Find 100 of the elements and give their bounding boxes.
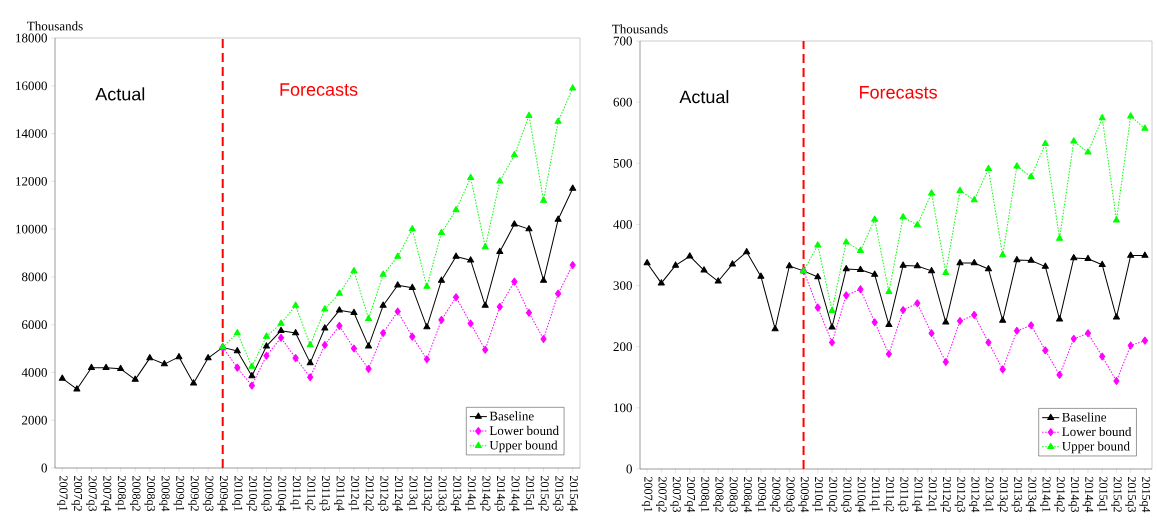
x-tick-label: 2012q3 <box>954 477 966 513</box>
x-tick-label: 2014q3 <box>494 476 506 512</box>
legend-label: Lower bound <box>1062 426 1132 437</box>
x-tick-label: 2007q2 <box>71 476 83 511</box>
x-tick-label: 2009q2 <box>769 477 781 512</box>
x-tick-label: 2008q4 <box>159 476 170 512</box>
legend-label: Lower bound <box>489 425 559 436</box>
annotation: Actual <box>95 87 145 101</box>
x-tick-label: 2012q3 <box>377 476 389 512</box>
x-tick-label: 2009q3 <box>784 477 795 513</box>
legend-label: Upper bound <box>1062 441 1130 454</box>
y-tick-label: 8000 <box>21 272 47 282</box>
x-tick-label: 2011q1 <box>290 476 301 511</box>
legend-label: Baseline <box>489 411 534 421</box>
y-tick-label: 100 <box>614 403 632 413</box>
x-tick-label: 2013q1 <box>983 477 994 512</box>
x-tick-label: 2009q3 <box>202 476 214 512</box>
y-tick-label: 400 <box>613 220 632 229</box>
x-tick-label: 2014q2 <box>479 476 491 511</box>
x-tick-label: 2015q1 <box>1096 477 1108 512</box>
x-tick-label: 2007q2 <box>656 477 667 512</box>
y-tick-label: 6000 <box>22 320 47 330</box>
y-tick-label: 16000 <box>16 81 47 91</box>
x-tick-label: 2010q2 <box>246 476 258 511</box>
y-axis-title: Thousands <box>27 21 83 31</box>
annotation: Actual <box>679 90 729 104</box>
x-tick-label: 2015q3 <box>1125 477 1136 513</box>
y-tick-label: 200 <box>613 342 632 352</box>
y-tick-label: 600 <box>613 97 632 107</box>
x-tick-label: 2010q4 <box>275 476 287 512</box>
x-tick-label: 2007q4 <box>100 476 112 512</box>
x-tick-label: 2007q3 <box>670 477 681 513</box>
legend-label: Upper bound <box>489 440 558 453</box>
y-tick-label: 0 <box>41 463 47 473</box>
x-tick-label: 2008q4 <box>741 477 752 513</box>
x-tick-label: 2010q1 <box>812 477 824 512</box>
y-tick-label: 4000 <box>21 368 47 377</box>
x-tick-label: 2008q2 <box>712 477 724 512</box>
annotation: Forecasts <box>860 86 937 99</box>
y-tick-label: 500 <box>613 158 632 168</box>
x-tick-label: 2010q4 <box>855 477 866 513</box>
x-tick-label: 2007q1 <box>641 477 653 512</box>
x-tick-label: 2009q1 <box>173 476 185 511</box>
x-tick-label: 2011q1 <box>869 477 880 512</box>
x-tick-label: 2011q3 <box>897 477 909 512</box>
x-tick-label: 2012q4 <box>968 477 980 513</box>
x-tick-label: 2015q4 <box>567 476 578 512</box>
x-tick-label: 2013q2 <box>997 477 1008 512</box>
x-tick-label: 2013q4 <box>1025 477 1037 513</box>
x-tick-label: 2014q1 <box>1040 477 1051 512</box>
x-tick-label: 2014q2 <box>1054 477 1065 512</box>
x-tick-label: 2008q1 <box>698 477 710 512</box>
legend-label: Baseline <box>1062 412 1107 422</box>
x-tick-label: 2008q2 <box>129 476 141 511</box>
x-tick-label: 2012q1 <box>926 477 937 512</box>
x-tick-label: 2011q4 <box>334 476 345 511</box>
y-tick-label: 12000 <box>16 176 47 186</box>
x-tick-label: 2012q2 <box>940 477 952 512</box>
x-tick-label: 2011q4 <box>912 477 923 512</box>
x-tick-label: 2012q2 <box>363 476 374 511</box>
x-tick-label: 2010q3 <box>840 477 852 513</box>
annotation: Forecasts <box>280 83 358 96</box>
x-tick-label: 2011q2 <box>304 476 316 511</box>
y-axis-title: Thousands <box>612 24 668 34</box>
x-tick-label: 2007q1 <box>57 476 68 511</box>
x-tick-label: 2013q3 <box>436 476 447 512</box>
x-tick-label: 2014q3 <box>1068 477 1080 513</box>
x-tick-label: 2009q4 <box>798 477 809 513</box>
x-tick-label: 2014q4 <box>1082 477 1094 513</box>
x-tick-label: 2015q2 <box>538 476 549 511</box>
x-tick-label: 2011q2 <box>883 477 895 512</box>
x-tick-label: 2007q3 <box>86 476 97 512</box>
y-tick-label: 10000 <box>16 224 47 234</box>
y-tick-label: 18000 <box>16 33 47 43</box>
y-tick-label: 700 <box>613 36 632 46</box>
x-tick-label: 2009q4 <box>217 476 228 512</box>
x-tick-label: 2008q1 <box>115 476 126 511</box>
x-tick-label: 2012q1 <box>348 476 360 511</box>
x-tick-label: 2013q1 <box>407 476 418 511</box>
x-tick-label: 2010q2 <box>826 477 838 512</box>
y-tick-label: 0 <box>626 464 632 474</box>
x-tick-label: 2013q4 <box>450 476 462 512</box>
y-tick-label: 14000 <box>16 129 47 138</box>
x-tick-label: 2008q3 <box>144 476 156 512</box>
x-tick-label: 2011q3 <box>319 476 331 511</box>
x-tick-label: 2015q1 <box>523 476 535 511</box>
x-tick-label: 2014q1 <box>465 476 476 511</box>
x-tick-label: 2009q1 <box>755 477 767 512</box>
x-tick-label: 2014q4 <box>509 476 520 512</box>
x-tick-label: 2010q1 <box>232 476 243 511</box>
x-tick-label: 2008q3 <box>727 477 738 513</box>
x-tick-label: 2013q2 <box>421 476 433 511</box>
x-tick-label: 2012q4 <box>392 476 403 512</box>
x-tick-label: 2013q3 <box>1011 477 1023 513</box>
x-tick-label: 2009q2 <box>188 476 199 511</box>
x-tick-label: 2007q4 <box>684 477 696 513</box>
y-tick-label: 300 <box>613 281 632 290</box>
x-tick-label: 2010q3 <box>261 476 272 512</box>
x-tick-label: 2015q2 <box>1111 477 1122 512</box>
x-tick-label: 2015q4 <box>1139 477 1151 513</box>
